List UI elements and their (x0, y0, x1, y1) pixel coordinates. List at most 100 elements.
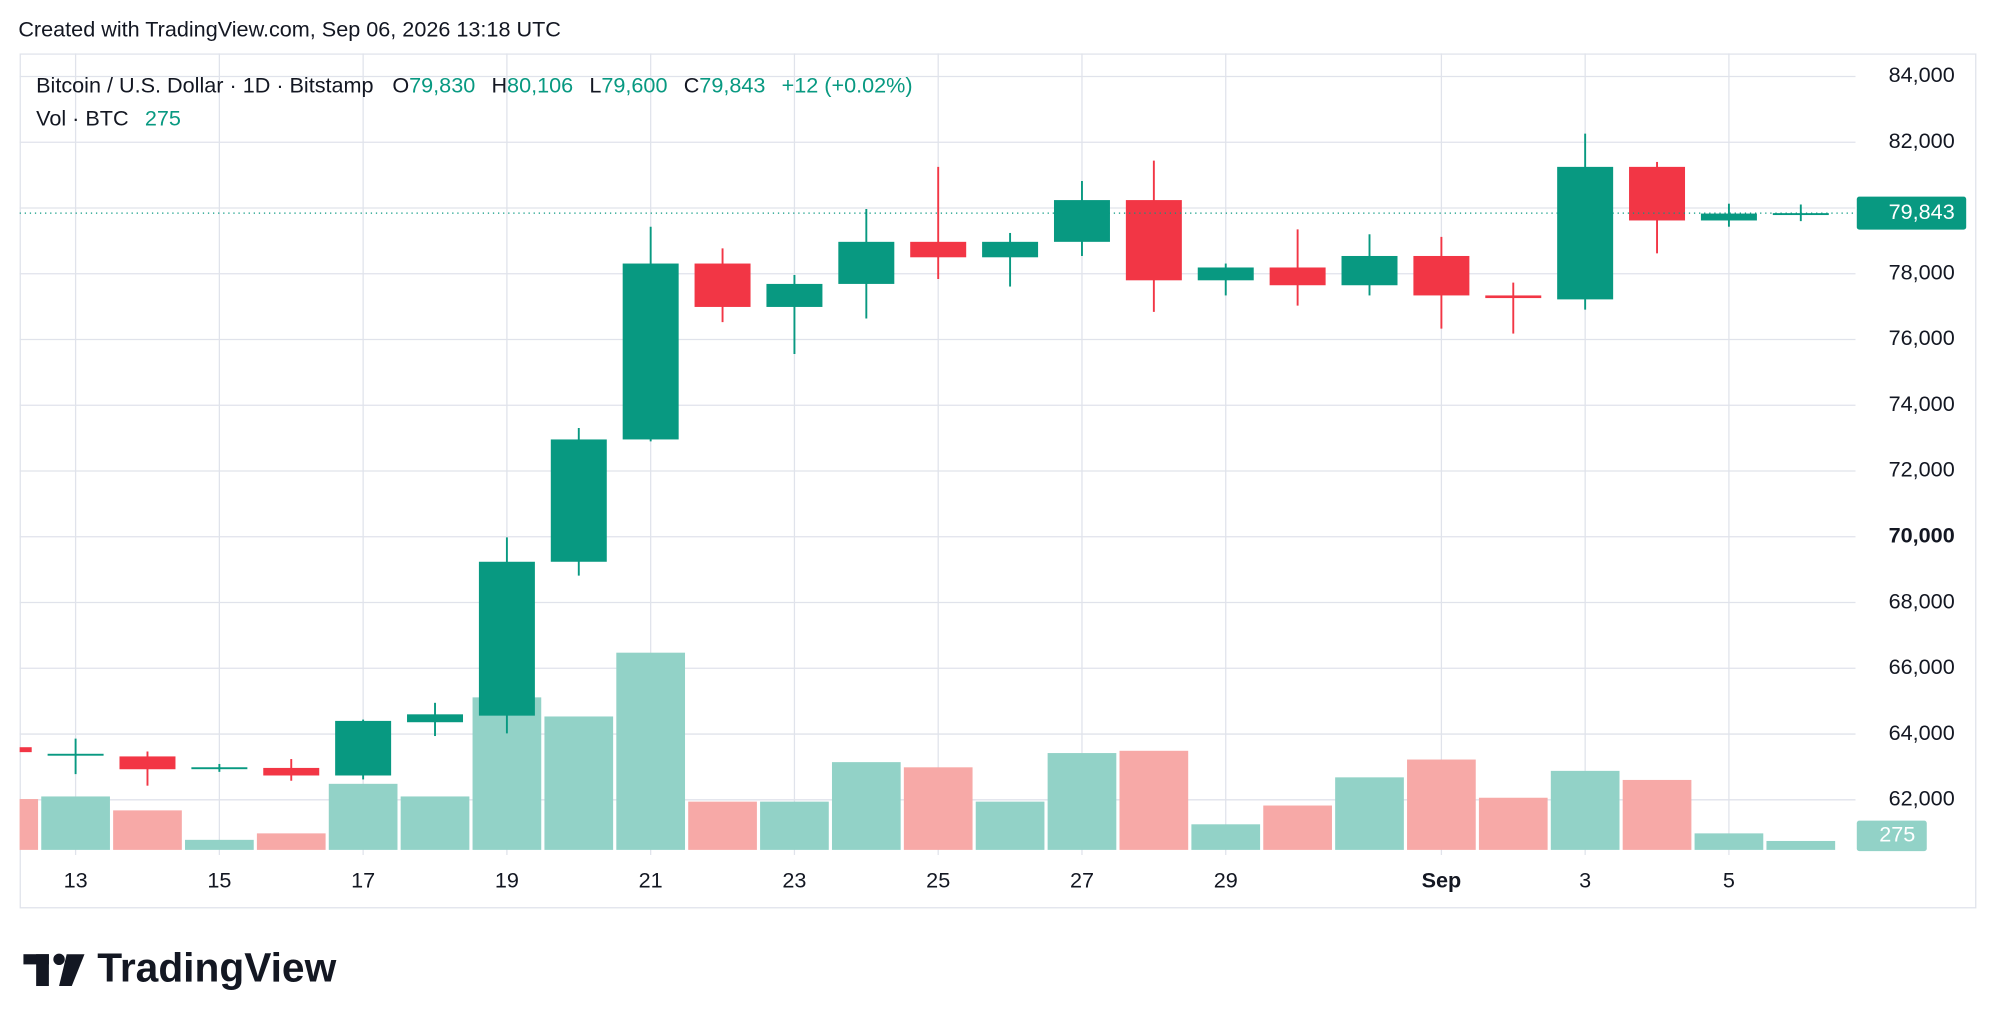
y-tick-label: 66,000 (1889, 654, 1955, 679)
candle-body (1485, 295, 1542, 299)
volume-bar (1047, 753, 1117, 850)
volume-bar (1694, 833, 1764, 850)
legend-value: 79,600 (601, 72, 667, 97)
x-tick-label: 13 (64, 867, 88, 892)
last-volume-label: 275 (1879, 822, 1915, 847)
candle-body (335, 720, 392, 776)
candle-body (263, 767, 320, 776)
volume-bar (1407, 759, 1476, 850)
candle-body (407, 714, 464, 723)
last-price-box (1856, 196, 1967, 230)
price-pane (19, 133, 1856, 786)
y-tick-label: 70,000 (1889, 522, 1955, 547)
volume-bar (975, 801, 1045, 850)
legend-volume-name: Vol · BTC (36, 105, 128, 130)
candle-body (1700, 213, 1757, 221)
y-tick-label: 84,000 (1889, 62, 1955, 87)
candle-body (910, 241, 967, 258)
volume-bar (41, 796, 110, 850)
legend-volume-line: Vol · BTC 275 (36, 105, 181, 130)
legend-value: 80,106 (507, 72, 573, 97)
y-tick-label: 76,000 (1889, 325, 1955, 350)
y-tick-label: 82,000 (1889, 128, 1955, 153)
y-tick-label: 72,000 (1889, 457, 1955, 482)
x-tick-label: 23 (782, 867, 806, 892)
y-tick-label: 68,000 (1889, 588, 1955, 613)
candle-body (838, 241, 895, 284)
legend-key: O (392, 72, 409, 97)
grid (19, 53, 1856, 855)
x-tick-label: 29 (1214, 867, 1238, 892)
legend-symbol: Bitcoin / U.S. Dollar · 1D · Bitstamp (36, 72, 373, 97)
legend-volume-value: 275 (145, 105, 181, 130)
y-tick-label: 74,000 (1889, 391, 1955, 416)
legend-change: +12 (+0.02%) (782, 72, 913, 97)
legend-key: C (684, 72, 700, 97)
volume-bar (1335, 777, 1404, 850)
logo-shape (53, 953, 65, 966)
legend-key: L (589, 72, 601, 97)
logo-shape (36, 954, 49, 987)
last-volume-box (1856, 820, 1927, 852)
last-price-label: 79,843 (1889, 199, 1955, 224)
logo: TradingView (23, 944, 337, 990)
candle-body (1413, 255, 1470, 296)
logo-text: TradingView (97, 944, 336, 990)
candle-body (1269, 267, 1326, 286)
volume-bar (185, 839, 254, 850)
y-tick-label: 78,000 (1889, 259, 1955, 284)
logo-shape (59, 954, 85, 987)
y-tick-label: 64,000 (1889, 720, 1955, 745)
candle-body (982, 241, 1039, 258)
legend-line: Bitcoin / U.S. Dollar · 1D · Bitstamp O7… (36, 72, 912, 97)
x-tick-label: 21 (639, 867, 663, 892)
volume-bar (1119, 750, 1189, 850)
candle-body (622, 263, 679, 440)
candle-body (47, 753, 104, 756)
volume-bar (544, 716, 614, 850)
volume-bar (1766, 840, 1836, 850)
volume-bar (1191, 824, 1261, 850)
chart-title: Created with TradingView.com, Sep 06, 20… (18, 16, 561, 41)
candle-body (191, 767, 248, 770)
volume-bar (1622, 779, 1692, 850)
candle-body (1125, 200, 1182, 281)
candle-body (766, 283, 823, 307)
candle-body (19, 747, 32, 753)
legend-key: H (491, 72, 507, 97)
y-tick-label: 62,000 (1889, 786, 1955, 811)
volume-bar (688, 801, 757, 850)
x-tick-label: Sep (1422, 867, 1462, 892)
candle-body (1341, 255, 1398, 286)
x-tick-label: 25 (926, 867, 950, 892)
candle-body (1557, 166, 1614, 300)
volume-bar (400, 796, 470, 850)
x-tick-label: 15 (207, 867, 231, 892)
volume-bar (113, 810, 182, 850)
volume-bar (760, 801, 829, 850)
axes: 62,000 64,000 66,000 68,000 70,000 72,000 74,0… (64, 62, 1967, 892)
candle-body (1629, 166, 1686, 221)
candle-body (1197, 267, 1254, 281)
volume-bar (1263, 805, 1332, 850)
x-tick-label: 5 (1723, 867, 1735, 892)
legend-value: 79,843 (699, 72, 765, 97)
candle-body (119, 756, 176, 770)
volume-bar (903, 767, 973, 850)
x-tick-label: 27 (1070, 867, 1094, 892)
x-tick-label: 17 (351, 867, 375, 892)
candle-body (478, 561, 535, 716)
x-tick-label: 3 (1579, 867, 1591, 892)
volume-bar (616, 652, 686, 850)
candle-body (1053, 200, 1110, 242)
volume-bar (19, 799, 39, 850)
volume-pane (19, 652, 1836, 850)
candle-body (1772, 213, 1829, 216)
volume-bar (1478, 797, 1548, 850)
candle-body (694, 263, 751, 307)
candle-body (550, 439, 607, 562)
x-tick-label: 19 (495, 867, 519, 892)
legend-value: 79,830 (409, 72, 475, 97)
chart-frame (19, 53, 1977, 909)
